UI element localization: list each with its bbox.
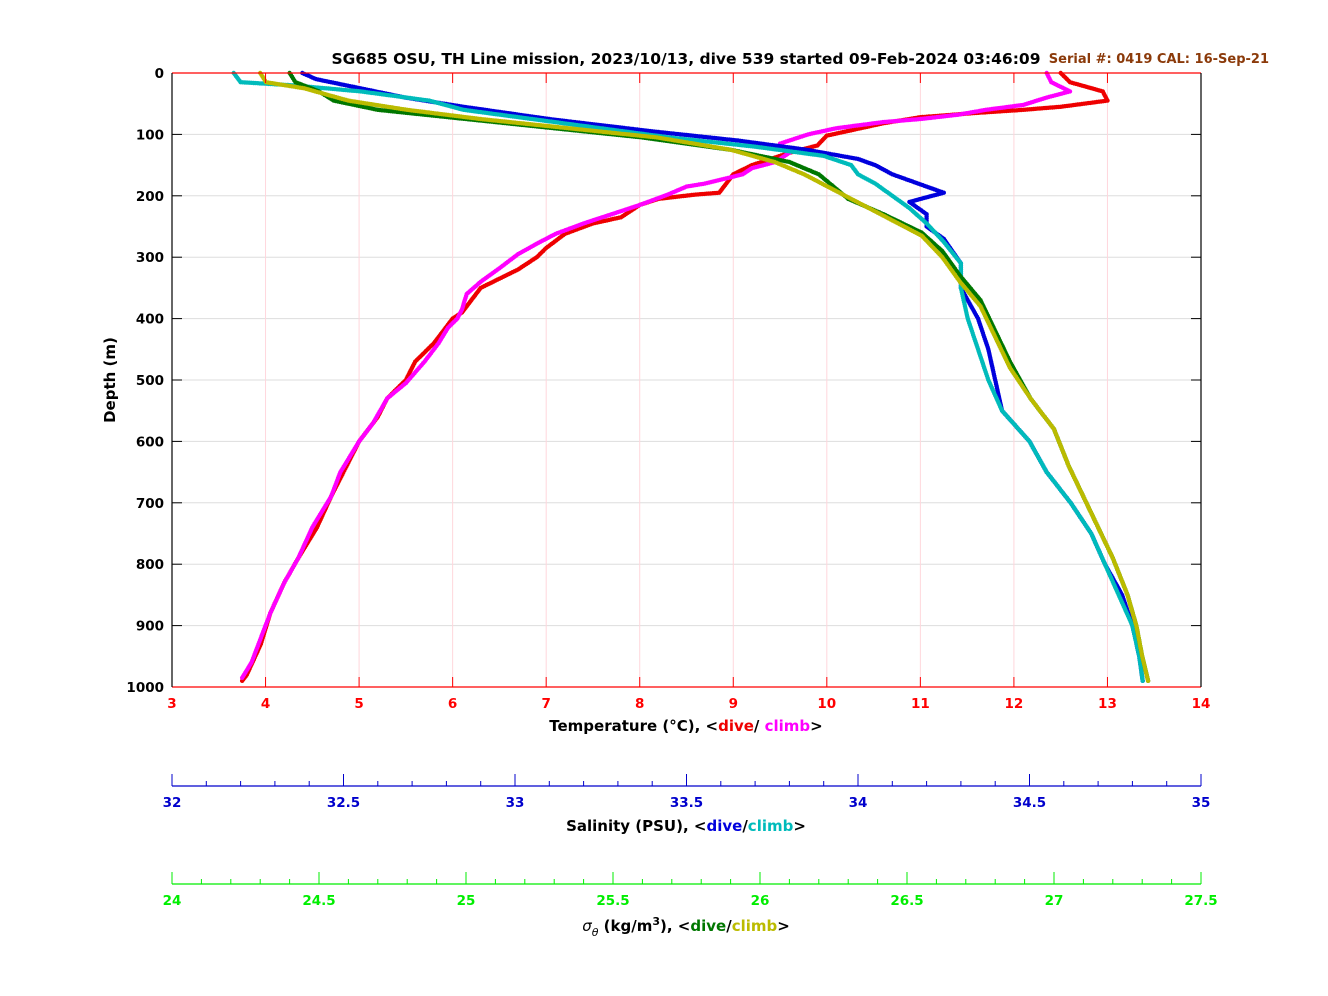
chart-title: SG685 OSU, TH Line mission, 2023/10/13, … [332,50,1041,68]
salinity-climb-word: climb [748,817,794,835]
sigma-tick-label: 25 [457,893,476,909]
salinity-axis-label: Salinity (PSU), <dive/climb> [566,817,806,835]
temperature-tick-label: 7 [541,696,550,712]
series-sigma-theta-dive [287,70,1151,684]
depth-tick-label: 300 [136,250,164,266]
depth-tick-label: 500 [136,373,164,389]
depth-axis-label: Depth (m) [101,337,119,423]
serial-cal-label: Serial #: 0419 CAL: 16-Sep-21 [1049,52,1269,67]
sigma-tick-label: 27.5 [1184,893,1217,909]
temperature-label-prefix: Temperature (°C), < [549,717,718,735]
series-salinity-climb [231,70,1145,684]
sigma-tick-label: 24.5 [302,893,335,909]
grid-layer [171,72,1202,688]
sigma-label-close: ), < [660,917,690,935]
sigma-tick-label: 26.5 [890,893,923,909]
temperature-tick-label: 9 [729,696,738,712]
salinity-tick-label: 35 [1192,795,1211,811]
depth-tick-label: 0 [155,66,164,82]
sigma-units: (kg/m [598,917,652,935]
salinity-tick-label: 32.5 [327,795,360,811]
sigma-tick-label: 25.5 [596,893,629,909]
temperature-tick-label: 12 [1005,696,1024,712]
salinity-dive-word: dive [706,817,742,835]
sigma-tick-label: 27 [1045,893,1064,909]
temperature-tick-label: 11 [911,696,930,712]
sigma-label-suffix: > [777,917,790,935]
sigma-dive-word: dive [690,917,726,935]
temperature-label-suffix: > [810,717,823,735]
temperature-tick-label: 8 [635,696,644,712]
series-temperature-climb [239,70,1073,680]
data-point [1140,678,1145,684]
depth-tick-label: 200 [136,189,164,205]
salinity-tick-label: 33 [506,795,525,811]
temperature-tick-label: 5 [354,696,363,712]
temperature-axis-label: Temperature (°C), <dive/ climb> [549,717,823,735]
salinity-tick-label: 33.5 [670,795,703,811]
salinity-label-sep: / [742,817,748,835]
sigma-symbol: σ [582,917,592,935]
sigma-superscript: 3 [652,915,660,928]
sigma-label-sep: / [726,917,732,935]
depth-tick-label: 400 [136,312,164,328]
depth-tick-label: 900 [136,619,164,635]
depth-tick-label: 100 [136,127,164,143]
sigma-axis-label: σθ (kg/m3), <dive/climb> [582,915,790,939]
temperature-label-sep: / [754,717,765,735]
sigma-tick-label: 24 [163,893,182,909]
depth-tick-label: 800 [136,557,164,573]
sigma-tick-label: 26 [751,893,770,909]
salinity-tick-label: 32 [163,795,182,811]
depth-tick-label: 1000 [126,680,164,696]
data-point [239,675,245,680]
series-temperature-dive [239,70,1110,684]
temperature-climb-word: climb [765,717,811,735]
depth-tick-label: 600 [136,434,164,450]
temperature-tick-label: 10 [817,696,836,712]
temperature-tick-label: 3 [167,696,176,712]
series-sigma-theta-climb [258,70,1151,684]
temperature-tick-label: 4 [261,696,270,712]
sigma-climb-word: climb [732,917,778,935]
salinity-tick-label: 34.5 [1013,795,1046,811]
data-layer [231,70,1151,684]
data-point [239,678,245,684]
salinity-label-prefix: Salinity (PSU), < [566,817,706,835]
salinity-label-suffix: > [793,817,806,835]
temperature-dive-word: dive [718,717,754,735]
depth-tick-label: 700 [136,496,164,512]
temperature-tick-label: 6 [448,696,457,712]
salinity-tick-label: 34 [849,795,868,811]
temperature-tick-label: 13 [1098,696,1117,712]
data-point [1145,678,1151,684]
temperature-tick-label: 14 [1192,696,1211,712]
sigma-subscript: θ [592,926,599,939]
